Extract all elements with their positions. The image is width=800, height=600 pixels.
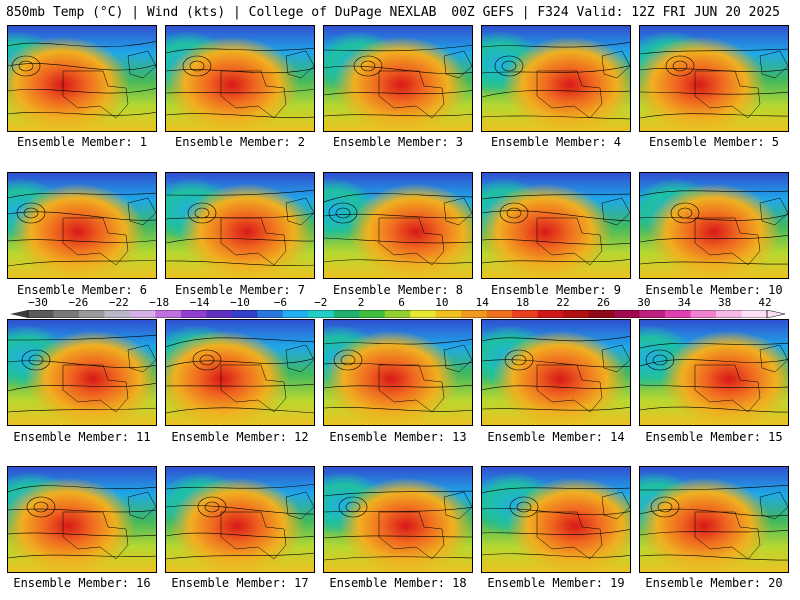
colorbar-segment bbox=[690, 310, 717, 318]
ensemble-member-map bbox=[639, 172, 789, 279]
colorbar-segment bbox=[614, 310, 641, 318]
ensemble-member-label: Ensemble Member: 5 bbox=[648, 135, 780, 149]
colorbar-segment bbox=[206, 310, 233, 318]
header-valid-time: 00Z GEFS | F324 Valid: 12Z FRI JUN 20 20… bbox=[451, 5, 780, 20]
colorbar-tick-label: −2 bbox=[314, 296, 328, 309]
colorbar-segment bbox=[28, 310, 54, 318]
colorbar-segment bbox=[461, 310, 488, 318]
temperature-colorbar bbox=[10, 310, 785, 318]
colorbar-tick-label: −30 bbox=[28, 296, 48, 309]
colorbar-segment bbox=[410, 310, 437, 318]
ensemble-member-label: Ensemble Member: 13 bbox=[329, 430, 467, 444]
header-title: 850mb Temp (°C) | Wind (kts) | College o… bbox=[6, 5, 437, 20]
ensemble-member-map bbox=[323, 172, 473, 279]
ensemble-member-label: Ensemble Member: 6 bbox=[16, 283, 148, 297]
ensemble-member-map bbox=[639, 319, 789, 426]
ensemble-member-label: Ensemble Member: 17 bbox=[171, 576, 309, 590]
ensemble-member-label: Ensemble Member: 1 bbox=[16, 135, 148, 149]
ensemble-member-label: Ensemble Member: 3 bbox=[332, 135, 464, 149]
ensemble-member-map bbox=[7, 172, 157, 279]
colorbar-segment bbox=[512, 310, 539, 318]
ensemble-member-map bbox=[7, 319, 157, 426]
ensemble-member-map bbox=[7, 25, 157, 132]
colorbar-segment bbox=[78, 310, 105, 318]
ensemble-member-label: Ensemble Member: 19 bbox=[487, 576, 625, 590]
colorbar-segment bbox=[180, 310, 207, 318]
ensemble-member-map bbox=[165, 466, 315, 573]
ensemble-member-map bbox=[7, 466, 157, 573]
colorbar-segment bbox=[282, 310, 309, 318]
colorbar-tick-label: 38 bbox=[717, 296, 732, 309]
ensemble-member-map bbox=[481, 466, 631, 573]
ensemble-member-label: Ensemble Member: 18 bbox=[329, 576, 467, 590]
ensemble-member-label: Ensemble Member: 9 bbox=[490, 283, 622, 297]
ensemble-member-map bbox=[165, 319, 315, 426]
colorbar-segment bbox=[716, 310, 743, 318]
ensemble-member-label: Ensemble Member: 7 bbox=[174, 283, 306, 297]
colorbar-tick-label: 18 bbox=[516, 296, 530, 309]
colorbar-tick-label: −14 bbox=[189, 296, 210, 309]
colorbar-segment bbox=[741, 310, 768, 318]
ensemble-member-label: Ensemble Member: 8 bbox=[332, 283, 464, 297]
colorbar-tick-label: 30 bbox=[637, 296, 651, 309]
colorbar-segment bbox=[435, 310, 462, 318]
colorbar-segment bbox=[665, 310, 692, 318]
colorbar-segment bbox=[384, 310, 411, 318]
colorbar-segment bbox=[486, 310, 513, 318]
colorbar-segment bbox=[155, 310, 182, 318]
ensemble-member-label: Ensemble Member: 10 bbox=[645, 283, 783, 297]
colorbar-tick-label: −26 bbox=[68, 296, 89, 309]
colorbar-tick-label: 26 bbox=[596, 296, 611, 309]
ensemble-member-label: Ensemble Member: 2 bbox=[174, 135, 306, 149]
colorbar-segment bbox=[588, 310, 615, 318]
ensemble-member-map bbox=[323, 319, 473, 426]
ensemble-member-map bbox=[481, 25, 631, 132]
colorbar-tick-label: 42 bbox=[758, 296, 772, 309]
colorbar-segment bbox=[537, 310, 564, 318]
colorbar-segment bbox=[333, 310, 360, 318]
ensemble-member-map bbox=[481, 319, 631, 426]
colorbar-segment bbox=[639, 310, 666, 318]
colorbar-tick-label: 2 bbox=[357, 296, 365, 309]
ensemble-member-map bbox=[323, 25, 473, 132]
ensemble-member-label: Ensemble Member: 12 bbox=[171, 430, 309, 444]
ensemble-member-label: Ensemble Member: 16 bbox=[13, 576, 151, 590]
ensemble-member-label: Ensemble Member: 4 bbox=[490, 135, 622, 149]
colorbar-segment bbox=[53, 310, 80, 318]
colorbar-tick-label: −18 bbox=[149, 296, 170, 309]
colorbar-tick-label: 14 bbox=[475, 296, 489, 309]
colorbar-segment bbox=[129, 310, 156, 318]
ensemble-member-map bbox=[481, 172, 631, 279]
ensemble-member-label: Ensemble Member: 15 bbox=[645, 430, 783, 444]
ensemble-member-map bbox=[639, 25, 789, 132]
colorbar-tick-label: 6 bbox=[398, 296, 405, 309]
colorbar-left-arrow bbox=[10, 310, 28, 318]
ensemble-member-map bbox=[165, 25, 315, 132]
colorbar-tick-label: −10 bbox=[230, 296, 250, 309]
ensemble-member-map bbox=[323, 466, 473, 573]
ensemble-member-map bbox=[639, 466, 789, 573]
colorbar-segment bbox=[104, 310, 131, 318]
ensemble-member-label: Ensemble Member: 14 bbox=[487, 430, 625, 444]
ensemble-member-label: Ensemble Member: 11 bbox=[13, 430, 151, 444]
colorbar-segment bbox=[257, 310, 284, 318]
colorbar-tick-label: 22 bbox=[556, 296, 570, 309]
colorbar-tick-label: −6 bbox=[273, 296, 287, 309]
colorbar-segment bbox=[359, 310, 386, 318]
colorbar-tick-label: −22 bbox=[108, 296, 129, 309]
colorbar-tick-label: 34 bbox=[677, 296, 691, 309]
colorbar-right-arrow bbox=[766, 310, 785, 318]
colorbar-segment bbox=[231, 310, 258, 318]
colorbar-tick-label: 10 bbox=[435, 296, 449, 309]
colorbar-segment bbox=[563, 310, 590, 318]
ensemble-member-map bbox=[165, 172, 315, 279]
ensemble-member-label: Ensemble Member: 20 bbox=[645, 576, 783, 590]
colorbar-segment bbox=[308, 310, 335, 318]
